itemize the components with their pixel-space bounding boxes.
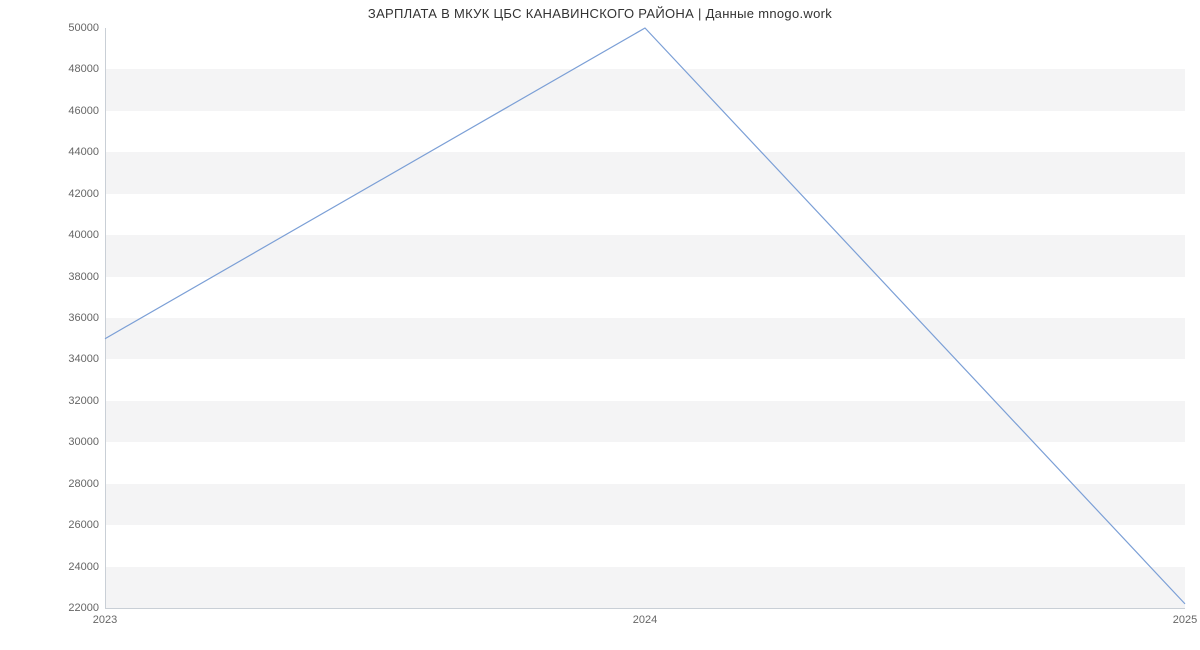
y-tick-label: 48000: [68, 63, 105, 75]
y-tick-label: 44000: [68, 146, 105, 158]
y-tick-label: 50000: [68, 22, 105, 34]
y-tick-label: 38000: [68, 271, 105, 283]
y-tick-label: 32000: [68, 395, 105, 407]
x-tick-label: 2024: [633, 608, 657, 626]
salary-line-chart: ЗАРПЛАТА В МКУК ЦБС КАНАВИНСКОГО РАЙОНА …: [0, 0, 1200, 650]
x-tick-label: 2025: [1173, 608, 1197, 626]
line-layer: [105, 28, 1185, 608]
series-line-salary: [105, 28, 1185, 604]
chart-title: ЗАРПЛАТА В МКУК ЦБС КАНАВИНСКОГО РАЙОНА …: [0, 6, 1200, 21]
y-tick-label: 28000: [68, 478, 105, 490]
y-tick-label: 24000: [68, 561, 105, 573]
plot-area: 2200024000260002800030000320003400036000…: [105, 28, 1185, 608]
y-tick-label: 46000: [68, 105, 105, 117]
y-tick-label: 42000: [68, 188, 105, 200]
y-tick-label: 40000: [68, 229, 105, 241]
y-tick-label: 34000: [68, 353, 105, 365]
y-tick-label: 36000: [68, 312, 105, 324]
y-tick-label: 26000: [68, 519, 105, 531]
x-tick-label: 2023: [93, 608, 117, 626]
y-tick-label: 30000: [68, 436, 105, 448]
